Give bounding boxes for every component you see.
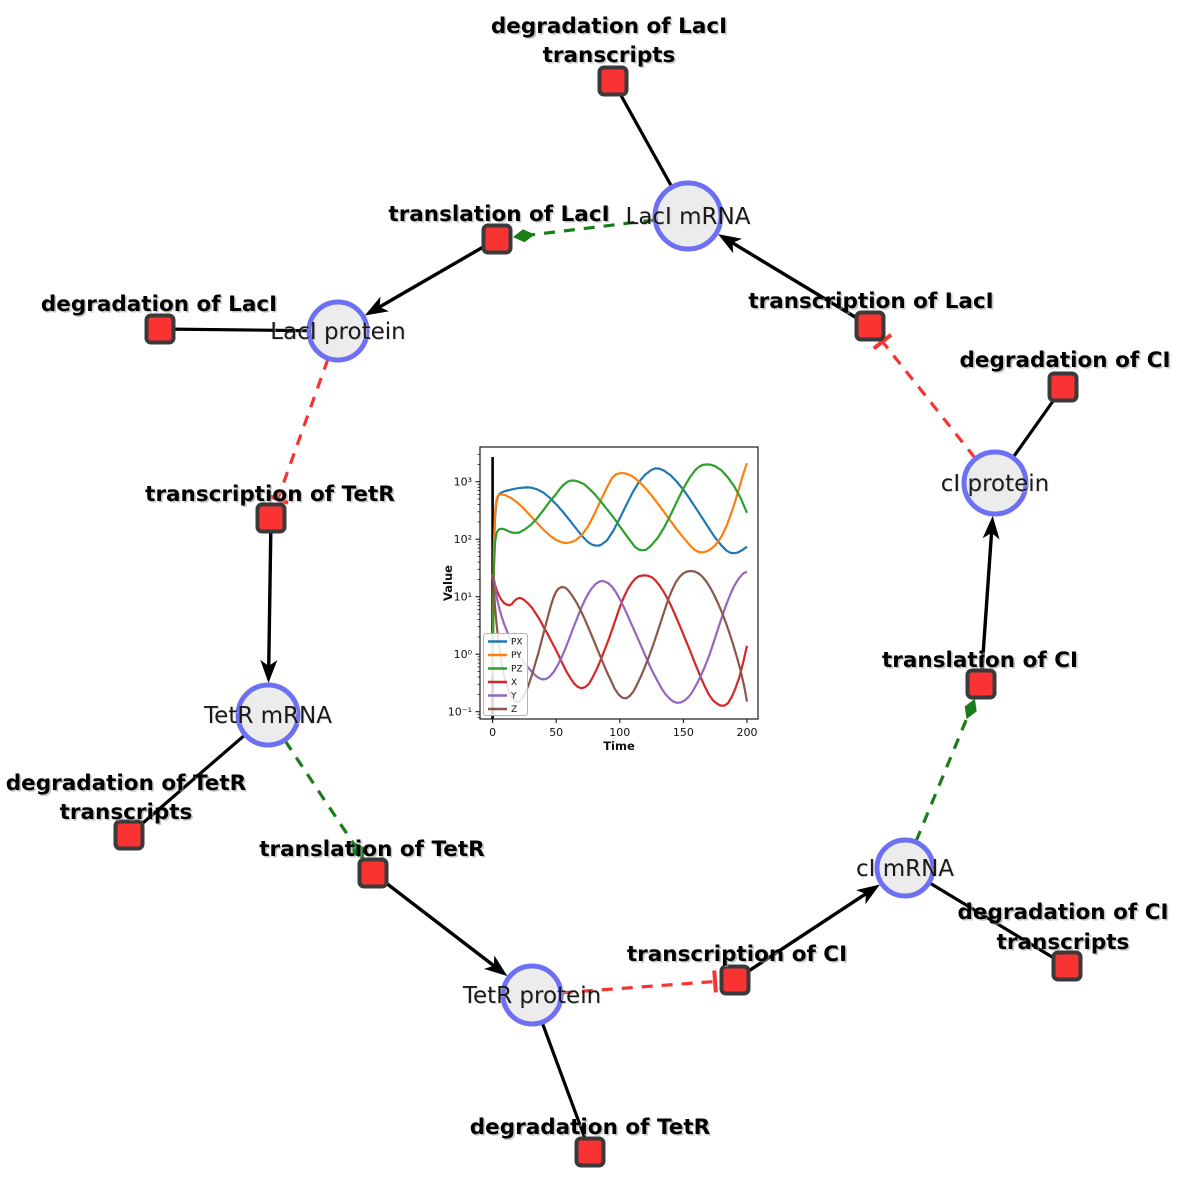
legend-entry-label: PZ [511, 665, 523, 675]
species-node-ci_protein [961, 449, 1029, 517]
edge-production-transl_ci-ci_protein [979, 529, 994, 685]
reaction-node-transl_tetr [357, 857, 389, 889]
edge-production-tx_laci-laci_mrna [729, 239, 871, 328]
legend-entry-label: X [511, 678, 517, 688]
legend-entry-label: PX [511, 638, 523, 648]
reaction-node-transl_ci [965, 668, 997, 700]
reaction-node-tx_tetr [255, 502, 287, 534]
species-node-ci_mrna [874, 837, 936, 899]
series-curve-PY [491, 462, 749, 678]
reaction-label-tx_laci: transcription of LacI [748, 289, 993, 314]
reaction-label-deg_laci_tx: degradation of LacI [491, 14, 727, 39]
timeseries-chart: 0 50 100 150 20010⁻¹10⁰10¹10²10³TimeValuePXP… [441, 446, 759, 753]
legend-entry-label: PY [511, 651, 522, 661]
edge-production-tx_ci-ci_mrna [734, 890, 870, 982]
reaction-node-deg_laci [144, 313, 176, 345]
series-curve-Y [491, 570, 748, 704]
reaction-label-deg_tetr_tx: degradation of TetR [6, 771, 247, 796]
edge-inhibition-tetr_protein-tx_ci [561, 979, 716, 995]
species-label-tetr_mrna: TetR mRNA [203, 703, 332, 729]
reaction-label-transl_ci: translation of CI [882, 648, 1078, 673]
reaction-label-deg_ci_tx: degradation of CI [958, 900, 1169, 925]
arrowhead-icon [856, 884, 880, 905]
reaction-node-deg_ci [1047, 371, 1079, 403]
reaction-label-transl_tetr: translation of TetR [259, 837, 485, 862]
reaction-node-deg_tetr_tx [113, 819, 145, 851]
reaction-label-tx_tetr: transcription of TetR [145, 482, 395, 507]
reaction-label-deg_laci_tx: transcripts [543, 43, 676, 68]
reaction-label-deg_ci_tx: transcripts [997, 930, 1130, 955]
reaction-node-deg_ci_tx [1051, 950, 1083, 982]
y-tick-label: 10³ [454, 476, 472, 489]
x-tick-label: 200 [737, 726, 758, 739]
species-node-tetr_mrna [235, 682, 301, 748]
x-tick-label: 150 [673, 726, 694, 739]
y-axis-title: Value [441, 565, 455, 601]
legend: PX PY PZ XYZ [483, 633, 528, 716]
reaction-node-deg_tetr [574, 1136, 606, 1168]
inhibition-tee-icon [872, 333, 893, 351]
labels-layer: degradation of LacI transcripts translatio… [6, 14, 1171, 1140]
reaction-label-deg_tetr: degradation of TetR [470, 1115, 711, 1140]
catalysis-diamond-icon [352, 841, 365, 860]
species-label-tetr_protein: TetR protein [462, 983, 601, 1009]
y-tick-label: 10¹ [454, 591, 472, 604]
species-label-laci_mrna: LacI mRNA [626, 204, 751, 230]
nodes-layer [113, 65, 1083, 1168]
series-curve-PX [491, 467, 748, 678]
series-curve-X [491, 573, 749, 707]
arrowhead-icon [484, 955, 508, 977]
reaction-label-transl_laci: translation of LacI [388, 202, 609, 227]
edges-layer [127, 80, 1068, 1153]
y-tick-label: 10² [454, 533, 472, 546]
species-node-laci_mrna [652, 180, 724, 252]
species-label-ci_protein: cI protein [941, 471, 1050, 497]
edge-inhibition-ci_protein-tx_laci [881, 340, 977, 459]
reaction-node-deg_laci_tx [597, 65, 629, 97]
reaction-label-deg_ci: degradation of CI [960, 348, 1171, 373]
species-node-laci_protein [306, 299, 370, 363]
arrowhead-icon [364, 296, 389, 316]
reaction-label-tx_ci: transcription of CI [627, 942, 847, 967]
species-label-ci_mrna: cI mRNA [856, 856, 954, 882]
reaction-label-deg_laci: degradation of LacI [41, 292, 277, 317]
species-label-laci_protein: LacI protein [270, 319, 405, 345]
arrowhead-icon [260, 659, 278, 683]
series-curve-PZ [491, 463, 749, 678]
species-node-tetr_protein [500, 963, 564, 1027]
axes-frame [479, 446, 759, 720]
arrowhead-icon [718, 234, 742, 254]
edge-catalysis-ci_mrna-transl_ci [914, 712, 971, 842]
reaction-label-deg_tetr_tx: transcripts [60, 800, 193, 825]
edge-catalysis-laci_mrna-transl_laci [528, 218, 655, 237]
x-axis-title: Time [603, 739, 635, 753]
y-tick-label: 10⁻¹ [448, 706, 472, 719]
reaction-node-transl_laci [481, 223, 513, 255]
edge-consumption-ci_mrna-deg_ci_tx [904, 866, 1068, 968]
catalysis-diamond-icon [512, 229, 535, 243]
edge-inhibition-laci_protein-tx_tetr [276, 358, 330, 500]
reaction-node-tx_laci [854, 310, 886, 342]
x-tick-label: 100 [609, 726, 630, 739]
edge-production-tx_tetr-tetr_mrna [267, 517, 273, 670]
arrowhead-icon [982, 515, 1000, 540]
catalysis-diamond-icon [964, 698, 977, 720]
series-curve-Z [491, 569, 749, 703]
edge-production-transl_laci-laci_protein [376, 237, 498, 310]
inhibition-tee-icon [266, 493, 289, 505]
reaction-node-tx_ci [719, 964, 751, 996]
edge-catalysis-tetr_mrna-transl_tetr [283, 739, 357, 848]
x-tick-label: 50 [549, 726, 563, 739]
edge-production-transl_tetr-tetr_protein [371, 871, 498, 969]
legend-entry-label: Y [510, 692, 517, 702]
inhibition-tee-icon [712, 970, 718, 993]
x-tick-label: 0 [489, 726, 496, 739]
y-tick-label: 10⁰ [454, 648, 473, 661]
legend-entry-label: Z [511, 705, 517, 715]
